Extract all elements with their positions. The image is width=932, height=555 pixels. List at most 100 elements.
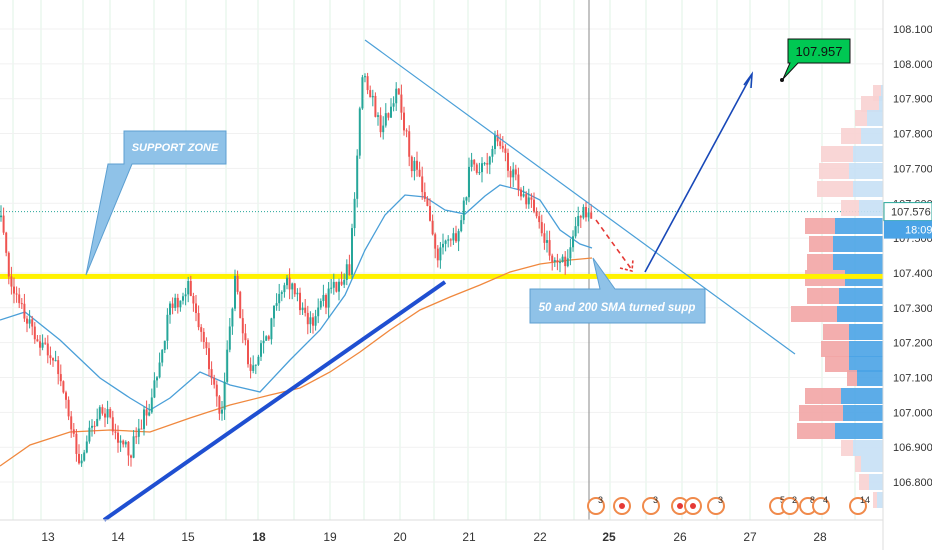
candle-body bbox=[223, 381, 226, 410]
volume-bar-up bbox=[849, 163, 883, 179]
event-count: 8 bbox=[810, 495, 815, 505]
candle-body bbox=[270, 318, 273, 340]
target-price-callout bbox=[782, 38, 851, 80]
candle-body bbox=[520, 189, 522, 197]
candle-body bbox=[319, 301, 322, 308]
sma50-path bbox=[0, 184, 593, 411]
candle-body bbox=[556, 260, 559, 263]
candle-body bbox=[210, 369, 213, 379]
candle-body bbox=[262, 340, 265, 344]
volume-bar-down bbox=[841, 128, 861, 144]
volume-bar-down bbox=[797, 423, 835, 439]
candle-body bbox=[130, 455, 132, 458]
candle-body bbox=[449, 239, 452, 241]
candle-body bbox=[46, 343, 49, 356]
candle-body bbox=[218, 396, 221, 414]
candle-body bbox=[101, 407, 104, 414]
candle-body bbox=[244, 333, 247, 341]
candle-body bbox=[325, 295, 327, 308]
candle-body bbox=[306, 312, 309, 325]
event-marker bbox=[587, 497, 605, 515]
candle-body bbox=[462, 200, 465, 221]
volume-bar-down bbox=[847, 370, 857, 386]
volume-bar-up bbox=[849, 324, 883, 340]
candle-body bbox=[148, 412, 151, 416]
candle-body bbox=[127, 441, 130, 456]
candle-body bbox=[486, 163, 489, 165]
volume-bar-down bbox=[809, 236, 833, 252]
candle-body bbox=[395, 88, 398, 104]
candle-body bbox=[122, 440, 125, 445]
x-tick-label: 14 bbox=[111, 530, 125, 544]
candle-body bbox=[348, 264, 351, 275]
candle-body bbox=[403, 112, 405, 131]
candle-body bbox=[202, 331, 205, 342]
candle-body bbox=[296, 292, 299, 295]
candle-body bbox=[140, 428, 143, 430]
candle-body bbox=[153, 380, 156, 398]
candle-body bbox=[124, 441, 127, 445]
candle-body bbox=[452, 233, 455, 241]
volume-bar-up bbox=[861, 128, 883, 144]
descending-trendline bbox=[364, 39, 796, 355]
volume-bar-down bbox=[859, 474, 869, 490]
volume-bar-up bbox=[859, 200, 883, 216]
candle-body bbox=[408, 131, 411, 157]
event-count: 3 bbox=[598, 495, 603, 505]
volume-bar-up bbox=[833, 236, 883, 252]
y-tick-label: 107.000 bbox=[893, 407, 932, 419]
candle-body bbox=[2, 215, 5, 233]
event-marker bbox=[707, 497, 725, 515]
countdown-label: 18:09 bbox=[905, 225, 932, 237]
candle-body bbox=[481, 163, 483, 173]
candle-body bbox=[93, 425, 96, 427]
candle-body bbox=[434, 234, 437, 249]
candle-body bbox=[78, 453, 80, 464]
candle-body bbox=[161, 349, 164, 363]
candle-body bbox=[215, 384, 218, 397]
candle-body bbox=[26, 318, 28, 324]
candle-body bbox=[314, 316, 317, 326]
candle-body bbox=[478, 172, 481, 174]
volume-bar-down bbox=[841, 440, 853, 456]
sma200-path bbox=[0, 257, 593, 467]
candle-body bbox=[371, 95, 374, 98]
y-axis-bg bbox=[883, 0, 932, 550]
candle-body bbox=[106, 409, 109, 418]
event-count: 3 bbox=[718, 495, 723, 505]
candle-body bbox=[80, 460, 83, 464]
candle-body bbox=[569, 247, 572, 259]
event-dot bbox=[690, 503, 696, 509]
candle-body bbox=[473, 159, 476, 165]
candle-body bbox=[345, 264, 348, 280]
volume-bar-down bbox=[821, 146, 853, 162]
candle-body bbox=[572, 236, 574, 248]
candle-body bbox=[195, 303, 197, 314]
volume-bar-up bbox=[843, 405, 883, 421]
candle-body bbox=[179, 300, 182, 308]
candle-body bbox=[418, 169, 421, 177]
candle-body bbox=[312, 317, 314, 326]
candle-body bbox=[163, 340, 166, 350]
candles bbox=[0, 72, 593, 467]
candle-body bbox=[356, 155, 359, 199]
y-tick-label: 107.700 bbox=[893, 163, 932, 175]
projection-arrowhead bbox=[743, 71, 753, 89]
candle-body bbox=[358, 108, 361, 156]
candle-body bbox=[351, 228, 353, 275]
candle-body bbox=[169, 303, 171, 315]
candle-body bbox=[182, 296, 184, 301]
candle-body bbox=[322, 295, 325, 302]
candle-body bbox=[83, 452, 86, 461]
candle-body bbox=[426, 198, 429, 206]
candle-body bbox=[247, 340, 249, 365]
candle-body bbox=[231, 308, 234, 327]
candle-body bbox=[436, 248, 439, 261]
candle-body bbox=[98, 407, 101, 419]
volume-bar-up bbox=[879, 96, 883, 112]
candle-body bbox=[143, 409, 145, 429]
candle-body bbox=[366, 76, 369, 91]
candle-body bbox=[189, 280, 192, 297]
candle-body bbox=[176, 297, 179, 308]
